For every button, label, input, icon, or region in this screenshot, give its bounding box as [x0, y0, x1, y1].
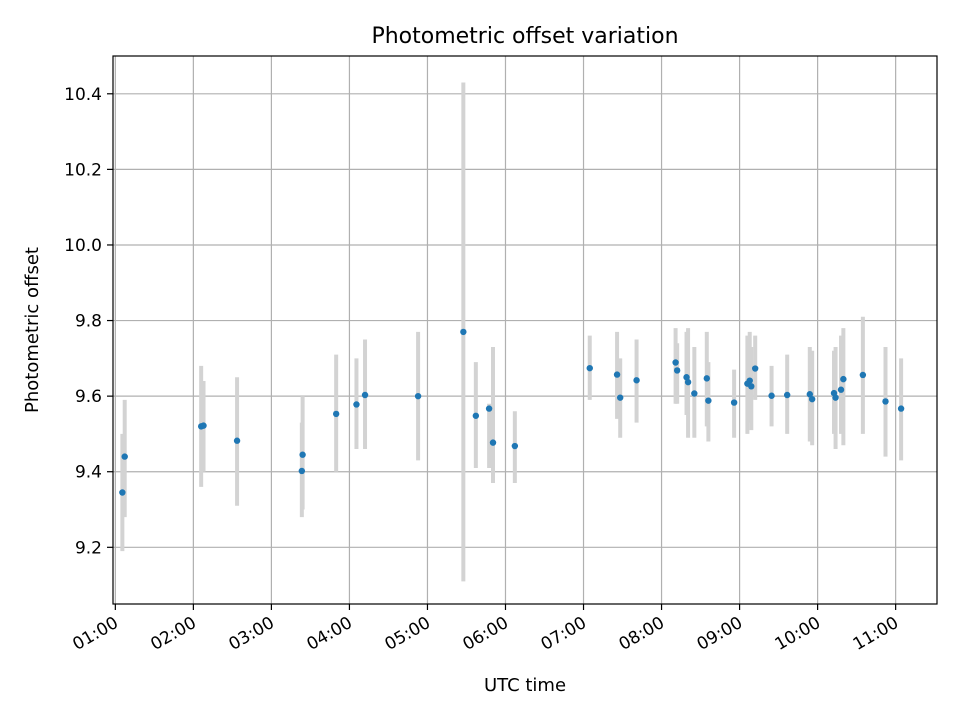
data-point — [705, 397, 712, 404]
data-point — [806, 391, 814, 398]
y-tick-label: 9.4 — [75, 463, 102, 483]
data-point — [808, 395, 816, 403]
data-point — [882, 398, 889, 405]
data-point — [683, 374, 690, 381]
y-tick-label: 10.4 — [64, 85, 102, 105]
data-point — [840, 375, 847, 383]
data-point — [897, 405, 905, 412]
data-point — [511, 442, 519, 450]
data-point — [730, 399, 738, 406]
y-tick-label: 9.2 — [75, 538, 102, 558]
data-point — [691, 390, 698, 397]
plot-frame — [112, 55, 938, 605]
data-point — [746, 377, 753, 384]
data-point — [200, 422, 207, 429]
data-point — [460, 328, 467, 336]
x-axis-ticks: 01:00 02:00 03:00 04:00 05:00 06:00 07:00 08:00… — [69, 604, 902, 655]
data-point — [672, 359, 679, 366]
data-point — [121, 453, 128, 460]
data-point — [684, 378, 692, 386]
data-points — [119, 328, 905, 496]
y-axis-label: Photometric offset — [22, 247, 43, 413]
y-tick-label: 10.0 — [64, 236, 102, 256]
x-tick-label: 02:00 — [147, 613, 199, 655]
y-tick-label: 9.6 — [75, 387, 102, 407]
data-point — [837, 386, 845, 393]
grid-lines — [113, 56, 937, 604]
data-point — [859, 371, 867, 379]
x-tick-label: 07:00 — [538, 613, 590, 655]
y-axis-ticks: 9.2 9.4 9.6 9.8 10.0 10.2 10.4 — [64, 85, 113, 558]
data-point — [768, 392, 775, 399]
x-tick-label: 03:00 — [225, 613, 277, 655]
data-point — [233, 437, 241, 444]
y-tick-label: 9.8 — [75, 312, 102, 332]
data-point — [119, 489, 126, 496]
data-point — [673, 367, 681, 374]
x-tick-label: 08:00 — [616, 613, 668, 655]
x-tick-label: 06:00 — [460, 613, 512, 655]
data-point — [361, 391, 369, 399]
data-point — [613, 371, 621, 378]
data-point — [353, 401, 360, 408]
x-tick-label: 01:00 — [69, 613, 121, 655]
x-tick-label: 05:00 — [382, 613, 434, 655]
data-point — [783, 391, 791, 399]
chart-title: Photometric offset variation — [371, 24, 678, 49]
y-tick-label: 10.2 — [64, 160, 102, 180]
x-tick-label: 09:00 — [694, 613, 746, 655]
x-tick-label: 10:00 — [772, 613, 824, 655]
x-tick-label: 04:00 — [303, 613, 355, 655]
data-point — [748, 383, 755, 390]
data-point — [751, 365, 759, 372]
error-bars — [120, 82, 904, 582]
data-point — [299, 451, 306, 458]
data-point — [633, 377, 640, 384]
data-point — [586, 364, 593, 372]
data-point — [414, 392, 422, 400]
data-point — [832, 394, 839, 401]
data-point — [332, 410, 340, 418]
x-tick-label: 11:00 — [850, 613, 902, 655]
data-point — [472, 412, 480, 419]
data-point — [485, 405, 493, 412]
data-point — [489, 439, 497, 446]
data-point — [298, 467, 306, 475]
data-point — [616, 394, 624, 401]
x-axis-label: UTC time — [484, 675, 566, 696]
data-point — [703, 375, 711, 382]
